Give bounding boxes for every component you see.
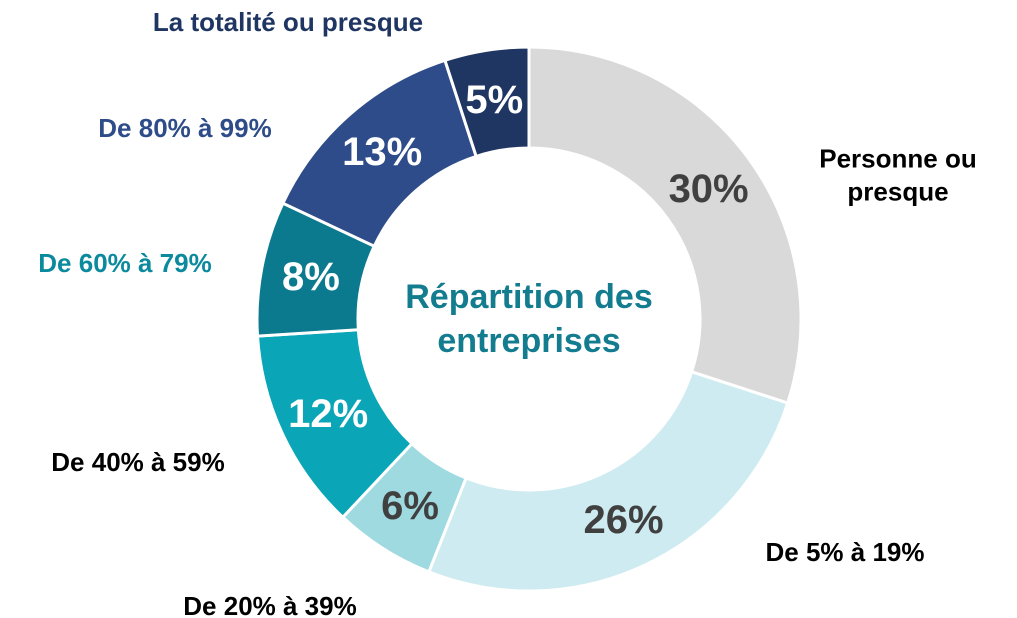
category-label: La totalité ou presque: [152, 6, 424, 37]
category-label: De 60% à 79%: [38, 247, 212, 278]
value-label: 8%: [282, 255, 340, 300]
category-label: Personne ou presque: [819, 143, 977, 207]
value-label: 13%: [342, 130, 423, 175]
value-label: 12%: [288, 391, 369, 436]
slice: [527, 45, 803, 405]
category-label: De 5% à 19%: [765, 536, 925, 567]
category-label: De 40% à 59%: [51, 446, 225, 477]
value-label: 30%: [668, 166, 749, 211]
category-label: De 20% à 39%: [183, 590, 357, 618]
category-label: De 80% à 99%: [98, 112, 272, 143]
slice: [443, 45, 531, 159]
value-label: 6%: [381, 484, 439, 529]
value-label: 5%: [465, 77, 524, 122]
slice: [426, 369, 790, 593]
center-label: Répartition des entreprises: [405, 277, 653, 360]
value-label: 26%: [583, 497, 664, 542]
